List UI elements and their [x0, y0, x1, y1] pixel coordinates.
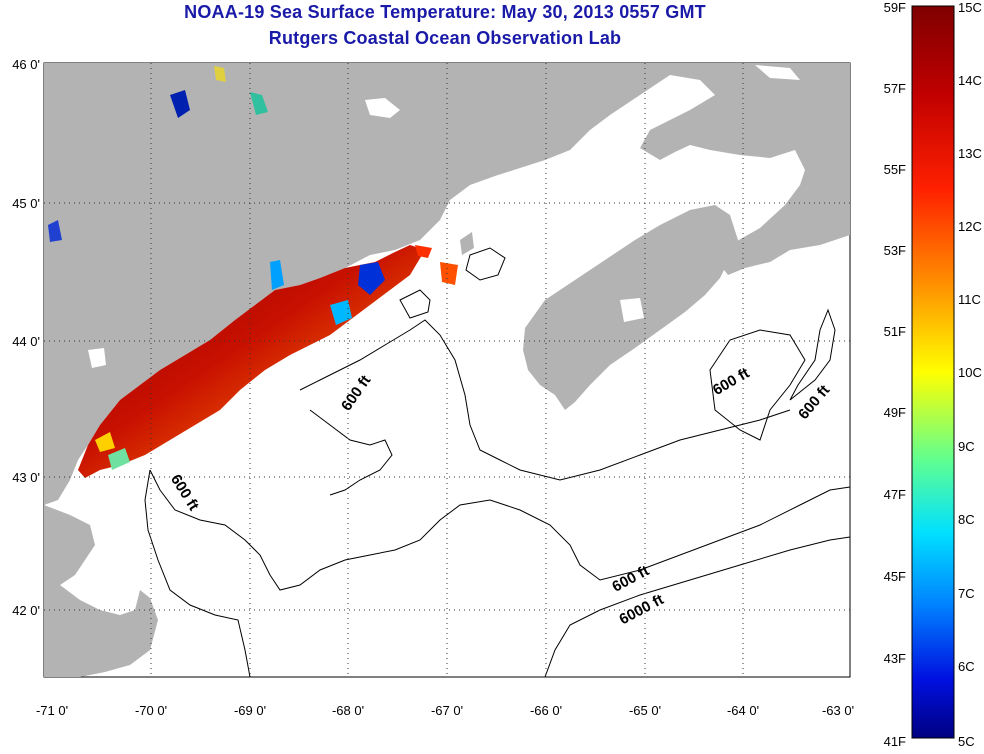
contour-600ft	[399, 289, 431, 319]
colorbar-c-label: 15C	[958, 0, 982, 15]
land-mask	[555, 212, 575, 228]
sst-cool-patch	[250, 92, 268, 115]
colorbar-f-label: 41F	[884, 734, 906, 749]
colorbar-f-label: 55F	[884, 162, 906, 177]
lon-tick-label: -69 0'	[234, 703, 266, 718]
lat-tick-label: 42 0'	[12, 603, 40, 618]
sst-cool-patch	[330, 300, 352, 325]
contour-600ft	[299, 319, 791, 481]
colorbar-c-label: 11C	[958, 292, 981, 307]
land-island	[460, 232, 474, 255]
lon-tick-label: -71 0'	[36, 703, 68, 718]
contour-600ft	[789, 308, 836, 401]
contour-600ft	[309, 409, 393, 496]
colorbar-c-label: 14C	[958, 73, 982, 88]
lon-tick-label: -67 0'	[431, 703, 463, 718]
temperature-colorbar: 59F 57F 55F 53F 51F 49F 47F 45F 43F 41F …	[884, 0, 982, 749]
lon-tick-label: -66 0'	[530, 703, 562, 718]
colorbar-fahrenheit-labels: 59F 57F 55F 53F 51F 49F 47F 45F 43F 41F	[884, 0, 906, 749]
colorbar-c-label: 5C	[958, 734, 975, 749]
colorbar-c-label: 8C	[958, 512, 975, 527]
colorbar-gradient	[911, 5, 955, 739]
colorbar-c-label: 10C	[958, 365, 982, 380]
lon-tick-label: -64 0'	[727, 703, 759, 718]
colorbar-c-label: 9C	[958, 439, 975, 454]
colorbar-f-label: 43F	[884, 651, 906, 666]
land-mask	[620, 298, 644, 322]
bathymetry-contours	[144, 247, 850, 677]
lon-tick-label: -70 0'	[135, 703, 167, 718]
colorbar-f-label: 47F	[884, 487, 906, 502]
sst-warm-patch	[415, 245, 432, 258]
sst-cool-patch	[358, 262, 385, 295]
lon-tick-label: -65 0'	[629, 703, 661, 718]
contour-600ft	[144, 469, 251, 677]
map-subtitle: Rutgers Coastal Ocean Observation Lab	[268, 28, 622, 48]
land-mask	[755, 65, 800, 80]
sst-cool-patch	[48, 220, 62, 242]
colorbar-f-label: 49F	[884, 405, 906, 420]
lat-tick-label: 43 0'	[12, 470, 40, 485]
colorbar-f-label: 57F	[884, 81, 906, 96]
colorbar-c-label: 13C	[958, 146, 982, 161]
colorbar-f-label: 53F	[884, 243, 906, 258]
contour-600ft	[709, 329, 806, 441]
sst-cool-patch	[270, 260, 284, 290]
latitude-axis: 46 0' 45 0' 44 0' 43 0' 42 0'	[12, 57, 40, 618]
contour-600ft	[149, 469, 850, 591]
colorbar-c-label: 6C	[958, 659, 975, 674]
land-mask	[88, 348, 106, 368]
colorbar-celsius-labels: 15C 14C 13C 12C 11C 10C 9C 8C 7C 6C 5C	[958, 0, 982, 749]
lat-tick-label: 45 0'	[12, 196, 40, 211]
sst-cool-patch	[170, 90, 190, 118]
sst-mixed-patch	[108, 448, 130, 470]
land-mainland	[44, 63, 850, 505]
colorbar-c-label: 12C	[958, 219, 982, 234]
colorbar-c-label: 7C	[958, 586, 975, 601]
sst-mixed-patch	[95, 432, 115, 452]
land-mask	[365, 98, 400, 118]
sst-warm-patch	[440, 262, 458, 285]
lon-tick-label: -68 0'	[332, 703, 364, 718]
land-cape-cod	[44, 505, 158, 677]
sst-cool-patch	[214, 66, 226, 82]
colorbar-f-label: 45F	[884, 569, 906, 584]
longitude-axis: -71 0' -70 0' -69 0' -68 0' -67 0' -66 0…	[36, 703, 854, 718]
colorbar-f-label: 51F	[884, 324, 906, 339]
lon-tick-label: -63 0'	[822, 703, 854, 718]
land-island	[528, 140, 548, 162]
contour-600ft	[465, 247, 506, 281]
colorbar-f-label: 59F	[884, 0, 906, 15]
lat-tick-label: 44 0'	[12, 334, 40, 349]
map-title: NOAA-19 Sea Surface Temperature: May 30,…	[184, 2, 706, 22]
contour-6000ft	[544, 536, 850, 677]
lat-tick-label: 46 0'	[12, 57, 40, 72]
